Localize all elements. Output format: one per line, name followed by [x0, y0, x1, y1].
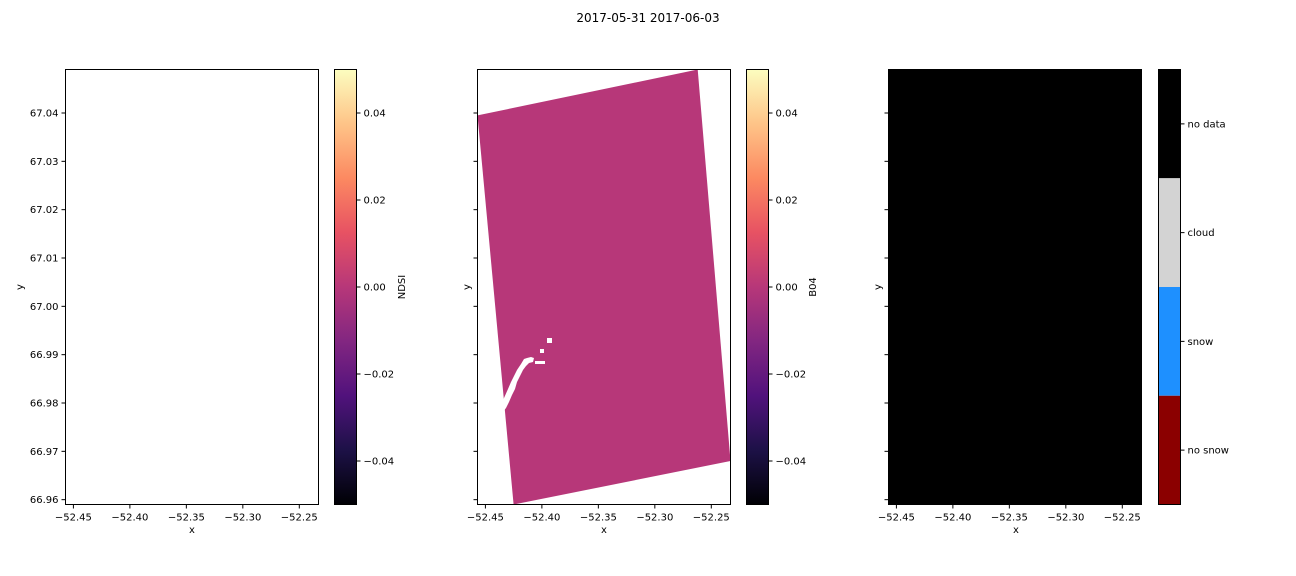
colorbar-tick-label: −0.02 [364, 370, 395, 381]
y-tick-label: 67.01 [30, 254, 59, 265]
x-tick-label: −52.25 [1104, 513, 1141, 524]
x-tick-label: −52.30 [224, 513, 261, 524]
gap-small-2 [540, 349, 544, 353]
x-tick-group: −52.45 −52.40 −52.35 −52.30 −52.25 [467, 504, 730, 524]
y-tick-label: 66.97 [30, 447, 59, 458]
colorbar-classes: no data cloud snow no snow [1158, 69, 1229, 505]
satellite-swath [477, 69, 731, 505]
plot-area [888, 69, 1142, 505]
y-tick-group: 66.96 66.97 66.98 66.99 67.00 67.01 67.02 67.03… [30, 109, 66, 506]
colorbar-class-label: snow [1188, 337, 1214, 348]
colorbar-class-swatch [1158, 395, 1181, 505]
colorbar-frame [1158, 69, 1181, 505]
x-tick-label: −52.40 [111, 513, 148, 524]
x-axis-label: x [1013, 525, 1019, 536]
y-axis-label: y [15, 284, 26, 290]
colorbar-tick-label: 0.04 [364, 109, 386, 120]
colorbar-class-label: no snow [1188, 446, 1229, 457]
colorbar-class-label: cloud [1188, 228, 1215, 239]
x-axis-label: x [601, 525, 607, 536]
colorbar-tick-group: −0.04 −0.02 0.00 0.02 0.04 [768, 109, 807, 468]
x-tick-label: −52.35 [991, 513, 1028, 524]
x-tick-label: −52.30 [1047, 513, 1084, 524]
colorbar-class-swatch [1158, 287, 1181, 396]
colorbar-label: B04 [808, 277, 819, 297]
y-tick-label: 67.03 [30, 157, 59, 168]
x-tick-label: −52.30 [636, 513, 673, 524]
colorbar-gradient [746, 69, 769, 505]
y-tick-label: 67.04 [30, 109, 59, 120]
colorbar-tick-group: −0.04 −0.02 0.00 0.02 0.04 [356, 109, 395, 468]
x-tick-label: −52.25 [281, 513, 318, 524]
x-tick-label: −52.45 [467, 513, 504, 524]
colorbar-class-swatch [1158, 178, 1181, 287]
x-tick-label: −52.25 [693, 513, 730, 524]
plot-frame [477, 69, 731, 505]
panel-snow-classification: −52.45 −52.40 −52.35 −52.30 −52.25 x y no da… [873, 69, 1229, 536]
y-tick-group [473, 112, 478, 501]
x-tick-label: −52.45 [878, 513, 915, 524]
gap-small-3 [547, 338, 552, 343]
colorbar-tick-label: −0.02 [776, 370, 807, 381]
panel-ndsi: −52.45 −52.40 −52.35 −52.30 −52.25 66.9666.9… [15, 69, 408, 536]
no-data-gaps [501, 338, 552, 412]
x-axis-label: x [189, 525, 195, 536]
colorbar-ndsi: −0.04 −0.02 0.00 0.02 0.04 NDSI [334, 69, 408, 505]
x-tick-group: −52.45 −52.40 −52.35 −52.30 −52.25 [878, 504, 1141, 524]
y-tick-label: 66.98 [30, 399, 59, 410]
y-tick-label: 67.00 [30, 302, 59, 313]
colorbar-tick-label: 0.04 [776, 109, 798, 120]
x-tick-label: −52.35 [168, 513, 205, 524]
gap-small-1 [535, 361, 545, 364]
y-axis-label: y [873, 284, 884, 290]
y-tick-label: 66.99 [30, 350, 59, 361]
x-tick-label: −52.35 [580, 513, 617, 524]
x-tick-group: −52.45 −52.40 −52.35 −52.30 −52.25 [55, 504, 318, 524]
y-axis-label: y [462, 284, 473, 290]
x-tick-label: −52.45 [55, 513, 92, 524]
y-tick-group [884, 112, 889, 501]
colorbar-tick-label: −0.04 [364, 457, 395, 468]
panel-b04: −52.45 −52.40 −52.35 −52.30 −52.25 x y −0.04… [462, 69, 819, 536]
figure-title: 2017-05-31 2017-06-03 [576, 11, 719, 25]
x-tick-label: −52.40 [934, 513, 971, 524]
colorbar-label: NDSI [397, 275, 408, 299]
gap-coastline [501, 357, 534, 412]
colorbar-tick-label: −0.04 [776, 457, 807, 468]
plot-area [65, 69, 319, 505]
y-tick-label: 66.96 [30, 495, 59, 506]
colorbar-tick-label: 0.02 [776, 196, 798, 207]
colorbar-gradient [334, 69, 357, 505]
colorbar-class-label: no data [1188, 119, 1226, 130]
colorbar-class-swatch [1158, 69, 1181, 179]
colorbar-tick-label: 0.00 [364, 283, 386, 294]
colorbar-b04: −0.04 −0.02 0.00 0.02 0.04 B04 [746, 69, 819, 505]
colorbar-tick-label: 0.02 [364, 196, 386, 207]
colorbar-tick-label: 0.00 [776, 283, 798, 294]
y-tick-label: 67.02 [30, 205, 59, 216]
x-tick-label: −52.40 [523, 513, 560, 524]
